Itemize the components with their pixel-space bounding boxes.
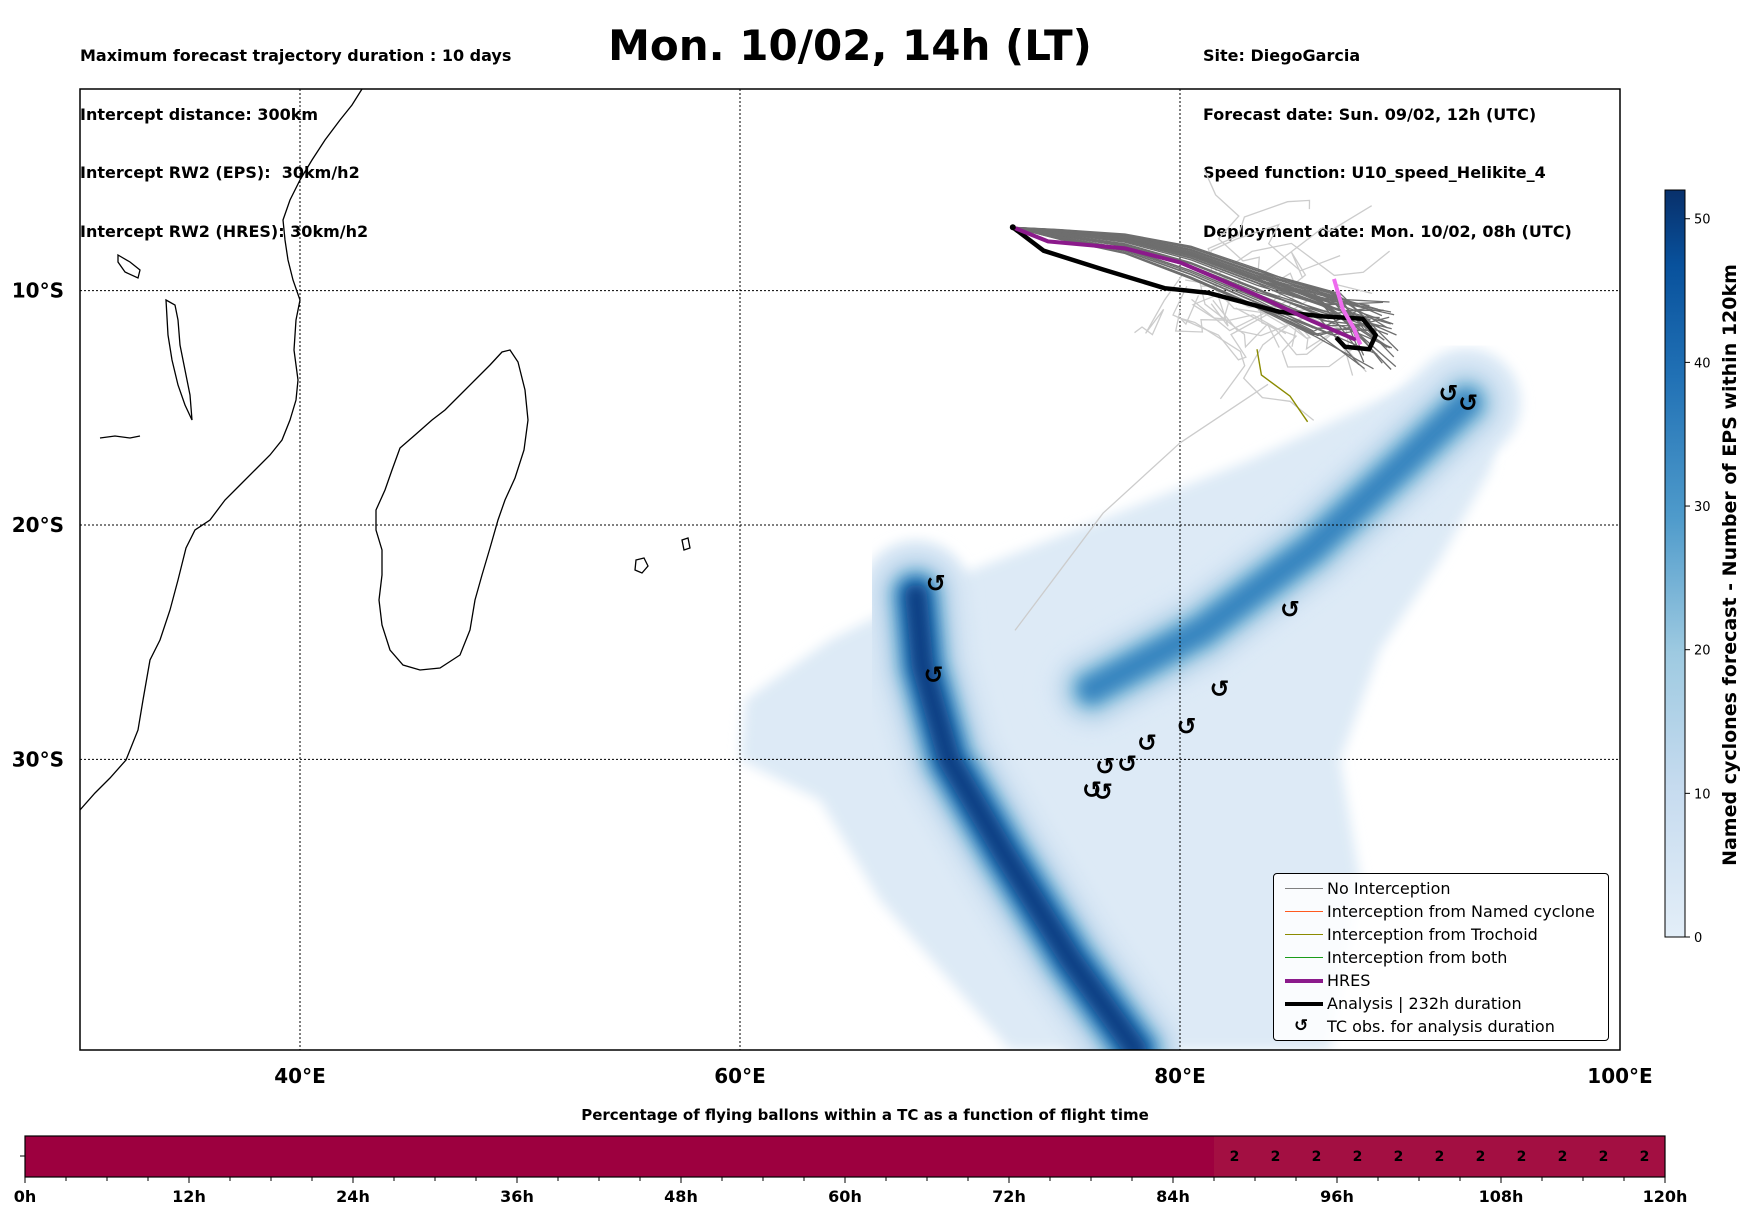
trochoid-trajectory bbox=[1256, 349, 1309, 423]
legend-item-tc-obs: ↺ TC obs. for analysis duration bbox=[1294, 1016, 1555, 1036]
ensemble-trajectory bbox=[1012, 226, 1365, 370]
param-rw2-hres: Intercept RW2 (HRES): 30km/h2 bbox=[80, 221, 369, 241]
colorbar-tick-label: 40 bbox=[1694, 356, 1711, 371]
density-track-west bbox=[905, 584, 1147, 1050]
site-name: Site: DiegoGarcia bbox=[1203, 46, 1361, 65]
tc-observation-marker: ↺ bbox=[1095, 752, 1115, 780]
coastline-madagascar bbox=[375, 349, 529, 671]
tc-observation-marker: ↺ bbox=[1137, 729, 1157, 757]
ensemble-trajectory bbox=[1012, 226, 1357, 332]
tc-observation-marker: ↺ bbox=[1210, 675, 1230, 703]
colorbar bbox=[1664, 189, 1686, 938]
coastline-zanzibar bbox=[165, 298, 193, 421]
param-intercept-distance: Intercept distance: 300km bbox=[80, 104, 319, 124]
x-tick-label: 80°E bbox=[1154, 1064, 1206, 1088]
x-tick-label: 100°E bbox=[1587, 1064, 1652, 1088]
coastlines bbox=[80, 89, 691, 811]
graticule bbox=[80, 89, 1620, 1050]
tc-observation-marker: ↺ bbox=[1117, 750, 1137, 778]
tc-observation-marker: ↺ bbox=[924, 661, 944, 689]
ensemble-trajectory-light bbox=[1174, 310, 1287, 335]
tc-observation-marker: ↺ bbox=[1280, 595, 1300, 623]
colorbar-ticks: 0 10 20 30 40 50 bbox=[1685, 213, 1711, 946]
ensemble-trajectory-light bbox=[1203, 168, 1261, 279]
hres-trajectory bbox=[1012, 225, 1357, 342]
map-frame bbox=[79, 88, 1621, 1051]
legend-line bbox=[1285, 957, 1323, 958]
legend: No Interception Interception from Named … bbox=[1273, 873, 1609, 1041]
ensemble-trajectory bbox=[1012, 226, 1384, 312]
tc-observation-marker: ↺ bbox=[1082, 776, 1102, 804]
tc-observations: ↺ ↺↺↺↺↺↺↺↺↺↺↺ bbox=[924, 380, 1479, 806]
ensemble-trajectory-light bbox=[1172, 285, 1269, 361]
legend-item-analysis: Analysis | 232h duration bbox=[1274, 992, 1608, 1015]
ensemble-trajectory-light bbox=[1178, 295, 1246, 400]
tc-observation-marker: ↺ bbox=[1438, 380, 1458, 408]
run-parameters: Maximum forecast trajectory duration : 1… bbox=[80, 7, 511, 261]
hres-trajectory-end bbox=[1332, 278, 1363, 346]
speed-function: Speed function: U10_speed_Helikite_4 bbox=[1203, 163, 1546, 182]
legend-item-both: Interception from both bbox=[1274, 946, 1608, 969]
legend-item-no-interception: No Interception bbox=[1274, 877, 1608, 900]
launch-site-marker bbox=[1009, 224, 1016, 231]
colorbar-tick-label: 30 bbox=[1694, 500, 1711, 515]
ensemble-trajectory-light bbox=[1210, 223, 1341, 272]
legend-line bbox=[1285, 934, 1323, 935]
ensemble-trajectory-light bbox=[1134, 273, 1184, 336]
trajectories bbox=[1009, 168, 1399, 631]
ensemble-trajectory-light bbox=[1191, 293, 1231, 327]
legend-item-hres: HRES bbox=[1274, 969, 1608, 992]
legend-line bbox=[1285, 979, 1323, 983]
colorbar-tick-label: 0 bbox=[1694, 931, 1702, 946]
x-axis-ticks: 40°E 60°E 80°E 100°E bbox=[274, 1064, 1652, 1088]
ensemble-trajectory-light bbox=[1235, 299, 1367, 373]
island-reunion bbox=[634, 557, 649, 574]
ensemble-trajectory-light bbox=[1014, 383, 1269, 631]
colorbar-tick-label: 20 bbox=[1694, 644, 1711, 659]
param-duration: Maximum forecast trajectory duration : 1… bbox=[80, 46, 512, 65]
density-track-east bbox=[1081, 392, 1477, 700]
island-mauritius bbox=[681, 537, 691, 551]
cyclone-symbol-icon: ↺ bbox=[1294, 1016, 1309, 1036]
ensemble-trajectory-light bbox=[1223, 205, 1373, 291]
legend-item-named-cyclone: Interception from Named cyclone bbox=[1274, 900, 1608, 923]
y-tick-label: 30°S bbox=[12, 747, 64, 771]
colorbar-tick-label: 50 bbox=[1694, 213, 1711, 228]
y-tick-label: 20°S bbox=[12, 513, 64, 537]
ensemble-trajectory-light bbox=[1207, 199, 1311, 272]
x-tick-label: 40°E bbox=[274, 1064, 326, 1088]
legend-item-trochoid: Interception from Trochoid bbox=[1274, 923, 1608, 946]
colorbar-label: Named cyclones forecast - Number of EPS … bbox=[1719, 264, 1741, 866]
tc-observation-marker: ↺ bbox=[1093, 778, 1113, 806]
ensemble-trajectory-light bbox=[1259, 309, 1357, 368]
forecast-date: Forecast date: Sun. 09/02, 12h (UTC) bbox=[1203, 104, 1537, 124]
ensemble-trajectory-light bbox=[1235, 307, 1354, 376]
island-comoros bbox=[117, 253, 141, 279]
legend-line bbox=[1285, 888, 1323, 889]
x-tick-label: 60°E bbox=[714, 1064, 766, 1088]
colorbar-tick-label: 10 bbox=[1694, 787, 1711, 802]
tc-observation-marker: ↺ bbox=[1458, 389, 1478, 417]
y-tick-label: 10°S bbox=[12, 279, 64, 303]
chart-title: Mon. 10/02, 14h (LT) bbox=[608, 21, 1092, 70]
coastline-mozambique-channel bbox=[99, 435, 141, 439]
coastline-africa bbox=[80, 89, 363, 811]
ensemble-trajectory bbox=[1012, 226, 1393, 349]
legend-line bbox=[1285, 1002, 1323, 1006]
legend-line bbox=[1285, 911, 1323, 912]
ensemble-trajectory-light bbox=[1242, 309, 1315, 421]
timebar-title: Percentage of flying ballons within a TC… bbox=[581, 1106, 1149, 1124]
tc-observation-marker: ↺ bbox=[1177, 713, 1197, 741]
tc-observation-marker: ↺ bbox=[926, 570, 946, 598]
y-axis-ticks: 10°S 20°S 30°S bbox=[12, 279, 64, 772]
